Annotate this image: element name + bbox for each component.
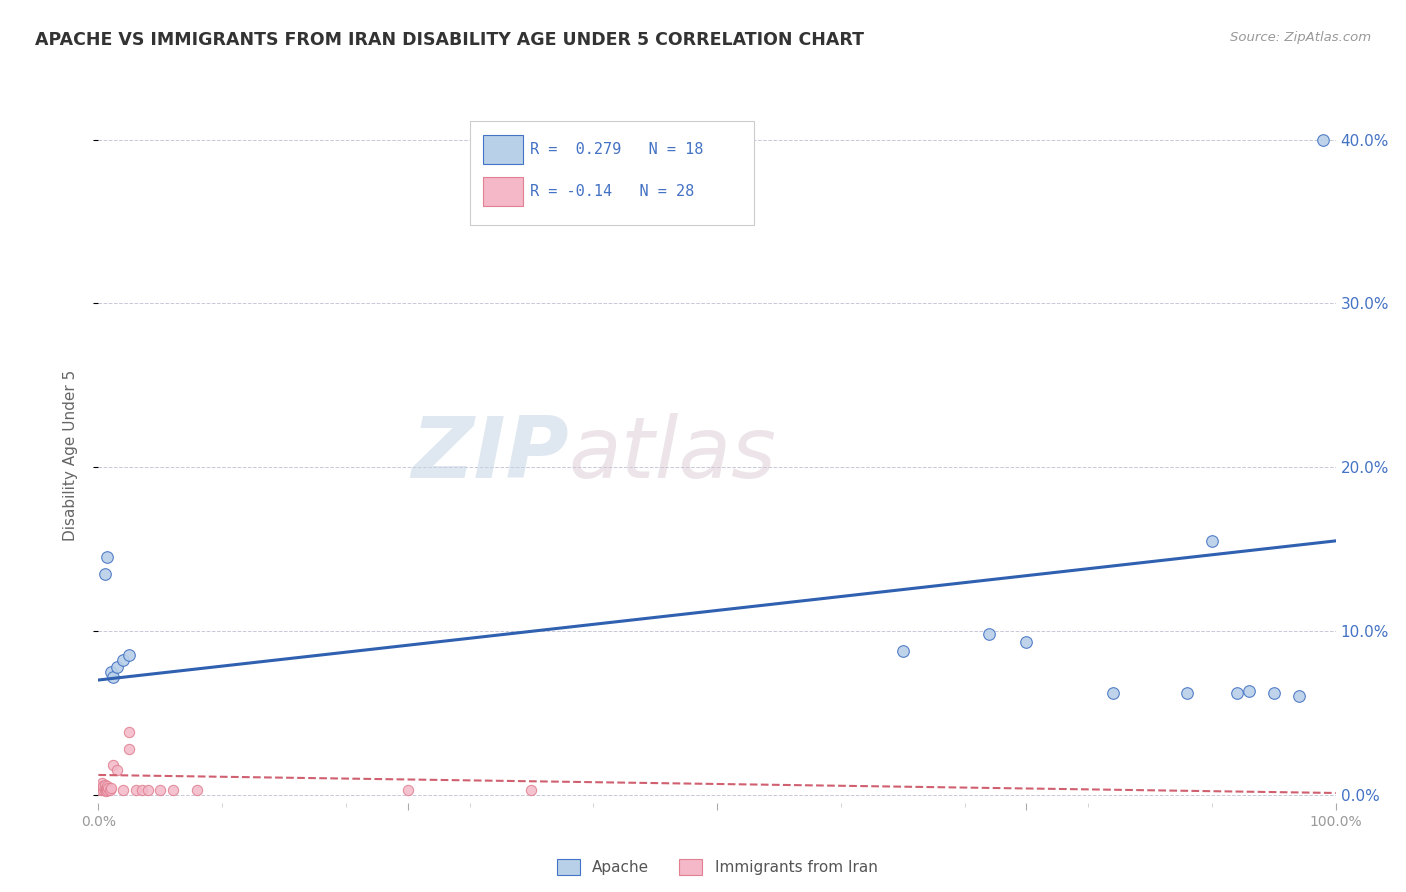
Point xyxy=(103,758,125,772)
Point xyxy=(131,782,153,797)
Point xyxy=(149,782,172,797)
Legend: Apache, Immigrants from Iran: Apache, Immigrants from Iran xyxy=(557,859,877,875)
Point xyxy=(103,670,125,684)
Point xyxy=(1312,133,1334,147)
Point xyxy=(93,778,115,792)
Point xyxy=(396,782,419,797)
Point xyxy=(1102,686,1125,700)
Point xyxy=(96,782,118,797)
FancyBboxPatch shape xyxy=(484,135,523,164)
FancyBboxPatch shape xyxy=(470,121,754,226)
Point xyxy=(93,782,115,797)
Point xyxy=(96,780,118,794)
Point xyxy=(105,660,128,674)
Text: ZIP: ZIP xyxy=(411,413,568,497)
Text: atlas: atlas xyxy=(568,413,776,497)
Y-axis label: Disability Age Under 5: Disability Age Under 5 xyxy=(63,369,77,541)
Point xyxy=(93,780,115,794)
Point xyxy=(162,782,184,797)
Text: R = -0.14   N = 28: R = -0.14 N = 28 xyxy=(530,184,695,199)
Text: Source: ZipAtlas.com: Source: ZipAtlas.com xyxy=(1230,31,1371,45)
Point xyxy=(1226,686,1249,700)
Point xyxy=(98,782,121,797)
Point xyxy=(89,780,111,794)
Point xyxy=(979,627,1001,641)
Point xyxy=(1237,684,1260,698)
Point xyxy=(118,648,141,663)
Point xyxy=(118,741,141,756)
Point xyxy=(1015,635,1038,649)
Point xyxy=(520,782,543,797)
Point xyxy=(1288,690,1310,704)
Point xyxy=(118,725,141,739)
FancyBboxPatch shape xyxy=(484,177,523,206)
Text: R =  0.279   N = 18: R = 0.279 N = 18 xyxy=(530,142,703,157)
Point xyxy=(1201,533,1223,548)
Point xyxy=(112,782,135,797)
Point xyxy=(93,782,115,797)
Point xyxy=(97,780,120,795)
Point xyxy=(105,763,128,777)
Point xyxy=(94,780,117,795)
Point xyxy=(891,643,914,657)
Point xyxy=(100,665,122,679)
Point xyxy=(112,653,135,667)
Text: APACHE VS IMMIGRANTS FROM IRAN DISABILITY AGE UNDER 5 CORRELATION CHART: APACHE VS IMMIGRANTS FROM IRAN DISABILIT… xyxy=(35,31,865,49)
Point xyxy=(1263,686,1285,700)
Point xyxy=(91,780,114,794)
Point xyxy=(186,782,208,797)
Point xyxy=(91,776,114,790)
Point xyxy=(1175,686,1198,700)
Point xyxy=(96,550,118,565)
Point xyxy=(136,782,159,797)
Point xyxy=(93,566,115,581)
Point xyxy=(90,782,112,797)
Point xyxy=(94,784,117,798)
Point xyxy=(124,782,146,797)
Point xyxy=(100,780,122,795)
